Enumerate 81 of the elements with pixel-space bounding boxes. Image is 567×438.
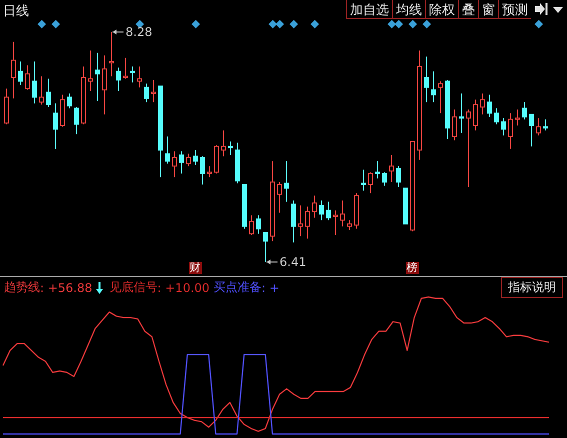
annotation: 榜 [406,261,418,274]
candlestick [116,67,121,92]
candlestick [179,150,184,174]
candlestick [347,220,352,231]
candlestick [88,50,93,92]
candlestick [438,80,443,114]
candlestick [165,136,170,164]
candlestick [529,114,534,147]
candlestick [515,108,520,126]
candlestick [368,172,373,194]
candlestick [396,166,401,188]
candlestick [375,160,380,179]
text: 见底信号 [109,279,158,296]
candlestick [137,66,142,88]
candlestick [249,214,254,236]
candlestick [382,172,387,186]
candlestick [256,214,261,234]
candlestick [74,106,79,135]
candlestick [221,130,226,157]
candlestick [123,57,128,80]
candlestick [473,99,478,131]
candlestick [207,166,212,178]
candlestick [200,156,205,186]
candlestick [333,210,338,236]
candlestick [11,41,16,99]
candlestick [144,83,149,103]
candlestick [522,102,527,120]
candlestick [18,61,23,86]
candlestick [298,204,303,237]
candlestick [67,92,72,109]
candlestick [389,154,394,183]
text: 均线 [392,0,425,19]
candlestick [466,108,471,188]
candlestick [452,108,457,141]
text: : +56.88 [40,280,92,294]
text: 窗 [478,0,498,19]
text: : + [262,280,280,294]
candlestick [501,118,506,136]
candlestick [319,200,324,221]
chart-title: 日线 [3,3,29,20]
candlestick [46,78,51,108]
annotation: 6.41 [280,255,306,269]
candlestick [284,160,289,202]
candlestick [543,118,548,131]
text: 加自选 [346,0,392,19]
candlestick [480,92,485,115]
candlestick [508,112,513,150]
candlestick [130,66,135,83]
candlestick [172,150,177,178]
candlestick [277,182,282,214]
annotation: 财 [188,261,202,274]
candlestick [95,52,100,102]
candlestick [326,201,331,221]
candlestick [459,92,464,134]
candlestick [494,108,499,125]
candlestick [193,150,198,166]
text: 叠 [458,0,478,19]
annotation: 8.28 [126,25,152,39]
candlestick [424,56,429,103]
candlestick [487,94,492,118]
text: 趋势线 [4,279,40,296]
text: 除权 [425,0,458,19]
candlestick [340,200,345,227]
candlestick [228,140,233,156]
candlestick [32,61,37,104]
text: 买点准备 [214,279,262,296]
candlestick [312,195,317,218]
candlestick [53,102,58,150]
candlestick [361,169,366,192]
text: : +10.00 [157,280,210,294]
candlestick [102,54,107,115]
candlestick [305,206,310,240]
candlestick [151,79,156,103]
candlestick [25,64,30,90]
candlestick [39,76,44,106]
candlestick [431,70,436,103]
text: 指标说明 [501,277,563,298]
candlestick [291,200,296,243]
candlestick [536,118,541,136]
candlestick [186,153,191,167]
text: 预测 [498,0,531,19]
